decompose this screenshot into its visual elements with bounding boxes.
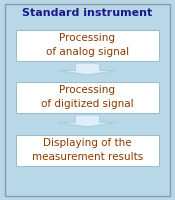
Text: Standard instrument: Standard instrument: [22, 8, 153, 18]
Text: Processing
of analog signal: Processing of analog signal: [46, 33, 129, 57]
Polygon shape: [58, 63, 117, 75]
Text: Processing
of digitized signal: Processing of digitized signal: [41, 85, 134, 109]
Polygon shape: [58, 115, 117, 127]
FancyBboxPatch shape: [5, 4, 170, 196]
FancyBboxPatch shape: [16, 82, 159, 112]
FancyBboxPatch shape: [16, 134, 159, 166]
Text: Displaying of the
measurement results: Displaying of the measurement results: [32, 138, 143, 162]
FancyBboxPatch shape: [16, 29, 159, 60]
